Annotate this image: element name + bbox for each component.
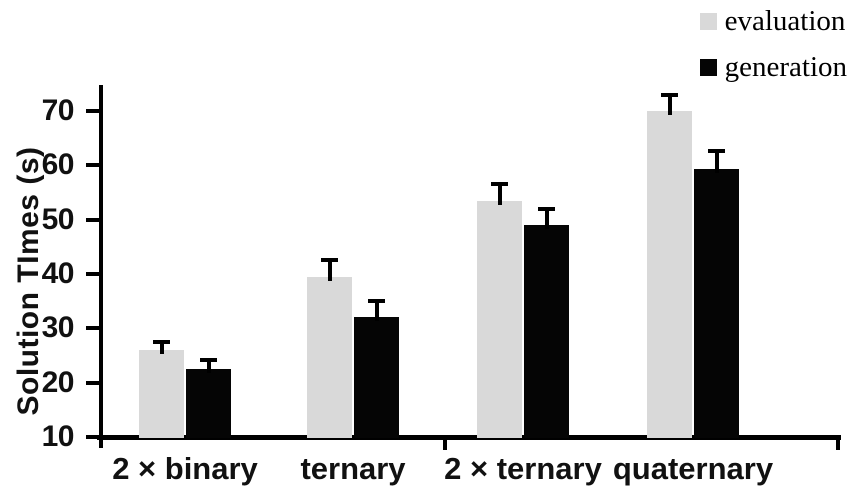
error-bar-line [497,184,502,205]
x-tick-mark [836,437,840,450]
y-tick-label: 70 [41,94,75,127]
error-bar-cap [708,148,725,153]
bar-generation [524,225,569,438]
error-bar-line [159,341,164,355]
bar-generation [354,316,399,438]
bar-evaluation [647,111,692,438]
bar-evaluation [477,200,522,438]
y-tick-mark [86,326,100,331]
bar-evaluation [307,276,352,438]
y-tick-mark [86,163,100,168]
y-tick-mark [86,109,100,113]
y-tick-label: 60 [41,148,75,182]
legend-item-evaluation: evaluation [699,5,846,38]
error-bar-cap [200,358,217,363]
error-bar-line [327,260,332,281]
error-bar-cap [661,92,678,97]
error-bar-line [544,208,549,230]
x-category-label: 2 × ternary [444,451,602,486]
error-bar-line [667,94,672,115]
x-category-label: 2 × binary [112,451,258,486]
error-bar-line [206,360,211,373]
error-bar-cap [538,206,555,211]
x-tick-mark [443,437,447,450]
x-category-label: quaternary [612,451,774,486]
y-tick-label: 30 [41,311,75,345]
error-bar-cap [491,182,508,187]
chart-legend: evaluation generation [699,5,847,84]
legend-item-generation: generation [699,51,847,84]
y-tick-label: 50 [41,202,75,236]
x-category-label: ternary [300,451,406,486]
error-bar-cap [368,298,385,303]
error-bar-line [714,150,719,174]
legend-label-evaluation: evaluation [724,5,846,37]
bar-generation [694,169,739,438]
generation-swatch-icon [699,59,717,76]
error-bar-cap [153,339,170,344]
legend-label-generation: generation [724,51,847,83]
error-bar-line [374,300,379,321]
y-tick-mark [86,272,100,276]
y-tick-label: 20 [41,365,75,399]
evaluation-swatch-icon [699,13,717,30]
y-tick-mark [86,217,100,222]
y-tick-mark [86,380,100,385]
y-tick-label: 10 [41,420,75,453]
x-axis-line [97,435,841,440]
bar-generation [186,368,231,438]
y-tick-label: 40 [41,257,75,290]
y-axis-line [99,85,103,448]
y-tick-mark [86,435,100,439]
bar-evaluation [139,350,184,438]
error-bar-cap [321,258,338,263]
